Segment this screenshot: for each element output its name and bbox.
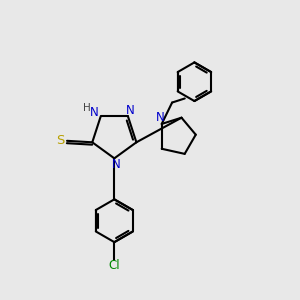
Text: Cl: Cl <box>109 259 120 272</box>
Text: N: N <box>111 158 120 171</box>
Text: N: N <box>90 106 98 119</box>
Text: N: N <box>156 112 165 124</box>
Text: H: H <box>83 103 91 113</box>
Text: S: S <box>56 134 65 147</box>
Text: N: N <box>126 104 135 117</box>
